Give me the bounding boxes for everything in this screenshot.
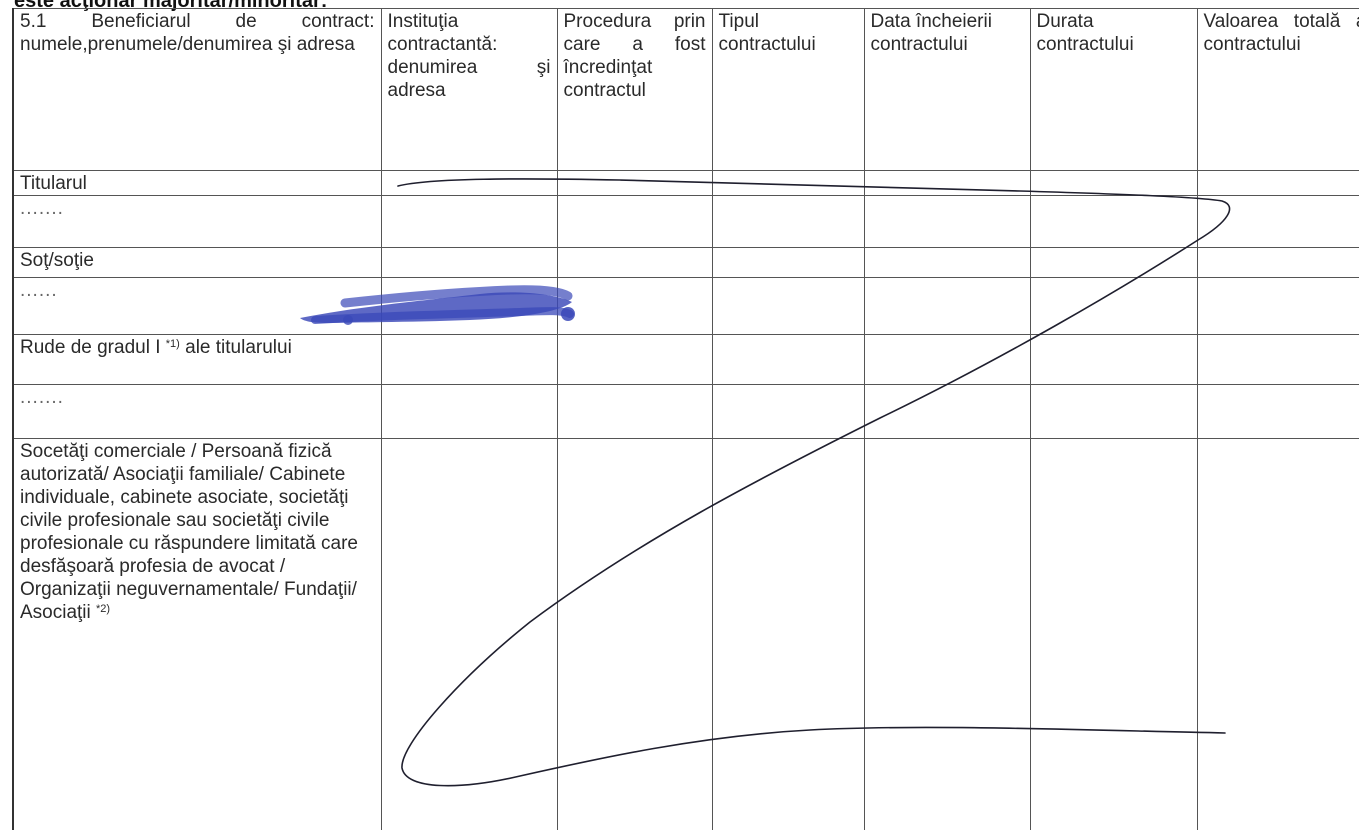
table-cell <box>711 438 865 830</box>
table-cell <box>863 195 1031 248</box>
table-cell <box>556 384 713 439</box>
table-cell <box>556 247 713 278</box>
header-institution: Instituţia contractantă: denumirea şi ad… <box>380 8 558 171</box>
table-cell <box>556 170 713 196</box>
table-cell <box>863 247 1031 278</box>
row-label-companies: Socetăţi comerciale / Persoană fizică au… <box>12 438 382 830</box>
table-cell <box>711 334 865 385</box>
table-cell <box>380 384 558 439</box>
table-cell <box>863 384 1031 439</box>
table-cell <box>1196 195 1359 248</box>
table-cell <box>863 170 1031 196</box>
contracts-table: 5.1 Beneficiarul de contract: numele,pre… <box>12 8 1359 830</box>
header-procedure: Procedura prin care a fost încredinţat c… <box>556 8 713 171</box>
table-cell <box>556 334 713 385</box>
table-cell <box>711 247 865 278</box>
table-cell <box>711 277 865 335</box>
row-label-dots: ...... <box>12 277 382 335</box>
table-cell <box>711 384 865 439</box>
table-row: Rude de gradul I *1) ale titularului <box>12 334 1359 385</box>
row-label-relatives: Rude de gradul I *1) ale titularului <box>12 334 382 385</box>
table-cell <box>1196 247 1359 278</box>
table-cell <box>1029 195 1198 248</box>
row-label-titular: Titularul <box>12 170 382 196</box>
companies-label: Socetăţi comerciale / Persoană fizică au… <box>20 441 358 623</box>
table-cell <box>711 195 865 248</box>
table-cell <box>1196 170 1359 196</box>
table-cell <box>863 277 1031 335</box>
table-cell <box>1029 247 1198 278</box>
companies-footnote-mark: *2) <box>96 603 111 615</box>
row-label-dots: ....... <box>12 384 382 439</box>
table-cell <box>380 170 558 196</box>
table-cell <box>1029 170 1198 196</box>
table-cell <box>1196 334 1359 385</box>
row-label-spouse: Soţ/soţie <box>12 247 382 278</box>
table-cell <box>863 334 1031 385</box>
table-cell <box>380 195 558 248</box>
relatives-footnote-mark: *1) <box>165 338 180 350</box>
table-row: Titularul <box>12 170 1359 196</box>
header-value: Valoarea totală a contractului <box>1196 8 1359 171</box>
table-cell <box>1029 384 1198 439</box>
table-cell <box>380 438 558 830</box>
table-cell <box>380 247 558 278</box>
table-row: Socetăţi comerciale / Persoană fizică au… <box>12 438 1359 830</box>
header-date: Data încheierii contractului <box>863 8 1031 171</box>
table-cell <box>1196 277 1359 335</box>
table-row: Soţ/soţie <box>12 247 1359 278</box>
table-cell <box>380 277 558 335</box>
table-cell <box>556 277 713 335</box>
header-type: Tipul contractului <box>711 8 865 171</box>
table-cell <box>863 438 1031 830</box>
relatives-label-tail: ale titularului <box>185 337 292 358</box>
table-row: ....... <box>12 195 1359 248</box>
table-cell <box>1029 334 1198 385</box>
row-label-dots: ....... <box>12 195 382 248</box>
table-row: ...... <box>12 277 1359 335</box>
table-cell <box>556 438 713 830</box>
table-cell <box>711 170 865 196</box>
table-cell <box>1029 277 1198 335</box>
table-cell <box>380 334 558 385</box>
table-cell <box>1196 384 1359 439</box>
header-beneficiary: 5.1 Beneficiarul de contract: numele,pre… <box>12 8 382 171</box>
relatives-label: Rude de gradul I <box>20 337 161 358</box>
table-cell <box>556 195 713 248</box>
table-cell <box>1029 438 1198 830</box>
table-cell <box>1196 438 1359 830</box>
table-row: ....... <box>12 384 1359 439</box>
header-row: 5.1 Beneficiarul de contract: numele,pre… <box>12 8 1359 171</box>
header-duration: Durata contractului <box>1029 8 1198 171</box>
